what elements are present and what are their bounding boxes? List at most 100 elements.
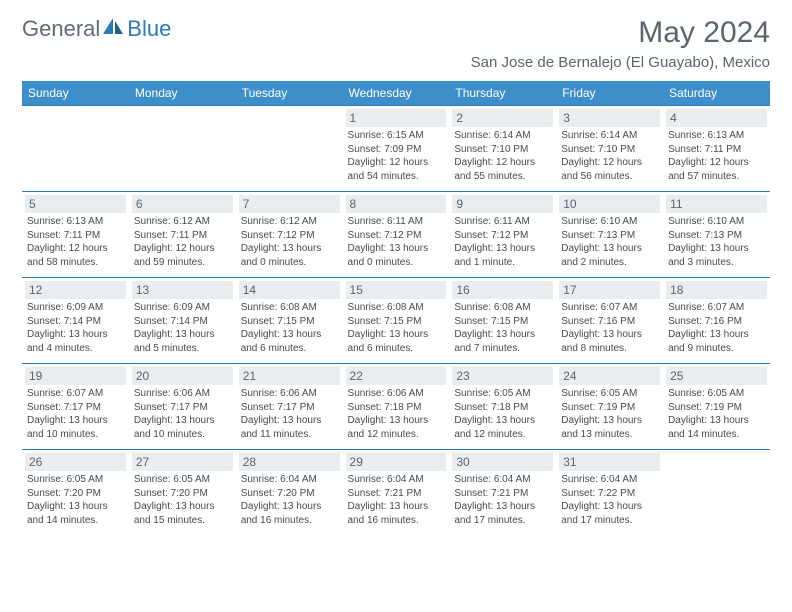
- day-details: Sunrise: 6:14 AMSunset: 7:10 PMDaylight:…: [452, 129, 553, 183]
- day-number: 26: [25, 453, 126, 471]
- calendar-day-cell: 16Sunrise: 6:08 AMSunset: 7:15 PMDayligh…: [449, 278, 556, 364]
- day-number: 13: [132, 281, 233, 299]
- day-number: 2: [452, 109, 553, 127]
- day-details: Sunrise: 6:15 AMSunset: 7:09 PMDaylight:…: [346, 129, 447, 183]
- day-number: 15: [346, 281, 447, 299]
- logo: General Blue: [22, 16, 171, 42]
- day-number: 8: [346, 195, 447, 213]
- page-subtitle: San Jose de Bernalejo (El Guayabo), Mexi…: [471, 54, 770, 71]
- day-details: Sunrise: 6:05 AMSunset: 7:18 PMDaylight:…: [452, 387, 553, 441]
- day-details: Sunrise: 6:08 AMSunset: 7:15 PMDaylight:…: [346, 301, 447, 355]
- calendar-day-cell: 4 Sunrise: 6:13 AMSunset: 7:11 PMDaylight…: [663, 106, 770, 192]
- calendar-week-row: 26 Sunrise: 6:05 AMSunset: 7:20 PMDayligh…: [22, 450, 770, 536]
- day-number: 10: [559, 195, 660, 213]
- day-number: 14: [239, 281, 340, 299]
- calendar-day-cell: 7 Sunrise: 6:12 AMSunset: 7:12 PMDaylight…: [236, 192, 343, 278]
- calendar-week-row: 1 Sunrise: 6:15 AMSunset: 7:09 PMDaylight…: [22, 106, 770, 192]
- day-number: 4: [666, 109, 767, 127]
- calendar-day-cell: 9Sunrise: 6:11 AMSunset: 7:12 PMDaylight…: [449, 192, 556, 278]
- day-details: Sunrise: 6:10 AMSunset: 7:13 PMDaylight:…: [666, 215, 767, 269]
- weekday-header: Monday: [129, 81, 236, 106]
- calendar-day-cell: [22, 106, 129, 192]
- day-number: 11: [666, 195, 767, 213]
- calendar-day-cell: 11 Sunrise: 6:10 AMSunset: 7:13 PMDayligh…: [663, 192, 770, 278]
- day-number: 31: [559, 453, 660, 471]
- day-details: Sunrise: 6:08 AMSunset: 7:15 PMDaylight:…: [239, 301, 340, 355]
- calendar-week-row: 5 Sunrise: 6:13 AMSunset: 7:11 PMDaylight…: [22, 192, 770, 278]
- calendar-day-cell: 2 Sunrise: 6:14 AMSunset: 7:10 PMDaylight…: [449, 106, 556, 192]
- day-details: Sunrise: 6:13 AMSunset: 7:11 PMDaylight:…: [666, 129, 767, 183]
- day-details: Sunrise: 6:05 AMSunset: 7:20 PMDaylight:…: [25, 473, 126, 527]
- weekday-header-row: Sunday Monday Tuesday Wednesday Thursday…: [22, 81, 770, 106]
- day-details: Sunrise: 6:10 AMSunset: 7:13 PMDaylight:…: [559, 215, 660, 269]
- day-number: 23: [452, 367, 553, 385]
- day-details: Sunrise: 6:06 AMSunset: 7:18 PMDaylight:…: [346, 387, 447, 441]
- day-number: 25: [666, 367, 767, 385]
- weekday-header: Saturday: [663, 81, 770, 106]
- calendar-day-cell: 22 Sunrise: 6:06 AMSunset: 7:18 PMDayligh…: [343, 364, 450, 450]
- day-details: Sunrise: 6:13 AMSunset: 7:11 PMDaylight:…: [25, 215, 126, 269]
- calendar-day-cell: 5 Sunrise: 6:13 AMSunset: 7:11 PMDaylight…: [22, 192, 129, 278]
- calendar-day-cell: 27 Sunrise: 6:05 AMSunset: 7:20 PMDayligh…: [129, 450, 236, 536]
- calendar-day-cell: [236, 106, 343, 192]
- calendar-day-cell: 10 Sunrise: 6:10 AMSunset: 7:13 PMDayligh…: [556, 192, 663, 278]
- weekday-header: Tuesday: [236, 81, 343, 106]
- calendar-table: Sunday Monday Tuesday Wednesday Thursday…: [22, 81, 770, 536]
- day-details: Sunrise: 6:04 AMSunset: 7:22 PMDaylight:…: [559, 473, 660, 527]
- calendar-day-cell: 14 Sunrise: 6:08 AMSunset: 7:15 PMDayligh…: [236, 278, 343, 364]
- calendar-day-cell: 6 Sunrise: 6:12 AMSunset: 7:11 PMDaylight…: [129, 192, 236, 278]
- logo-text-blue: Blue: [127, 16, 171, 42]
- calendar-day-cell: 26 Sunrise: 6:05 AMSunset: 7:20 PMDayligh…: [22, 450, 129, 536]
- day-details: Sunrise: 6:04 AMSunset: 7:20 PMDaylight:…: [239, 473, 340, 527]
- calendar-day-cell: 25Sunrise: 6:05 AMSunset: 7:19 PMDayligh…: [663, 364, 770, 450]
- day-details: Sunrise: 6:11 AMSunset: 7:12 PMDaylight:…: [346, 215, 447, 269]
- day-number: 21: [239, 367, 340, 385]
- calendar-body: 1 Sunrise: 6:15 AMSunset: 7:09 PMDaylight…: [22, 106, 770, 536]
- weekday-header: Thursday: [449, 81, 556, 106]
- day-number: 7: [239, 195, 340, 213]
- day-number: 1: [346, 109, 447, 127]
- calendar-day-cell: 17 Sunrise: 6:07 AMSunset: 7:16 PMDayligh…: [556, 278, 663, 364]
- calendar-day-cell: 28 Sunrise: 6:04 AMSunset: 7:20 PMDayligh…: [236, 450, 343, 536]
- calendar-day-cell: 8 Sunrise: 6:11 AMSunset: 7:12 PMDaylight…: [343, 192, 450, 278]
- weekday-header: Sunday: [22, 81, 129, 106]
- day-details: Sunrise: 6:11 AMSunset: 7:12 PMDaylight:…: [452, 215, 553, 269]
- logo-text-general: General: [22, 16, 100, 42]
- calendar-day-cell: 20 Sunrise: 6:06 AMSunset: 7:17 PMDayligh…: [129, 364, 236, 450]
- day-details: Sunrise: 6:05 AMSunset: 7:20 PMDaylight:…: [132, 473, 233, 527]
- day-number: 12: [25, 281, 126, 299]
- calendar-day-cell: 24Sunrise: 6:05 AMSunset: 7:19 PMDayligh…: [556, 364, 663, 450]
- day-number: 28: [239, 453, 340, 471]
- day-details: Sunrise: 6:07 AMSunset: 7:16 PMDaylight:…: [666, 301, 767, 355]
- calendar-day-cell: 19 Sunrise: 6:07 AMSunset: 7:17 PMDayligh…: [22, 364, 129, 450]
- day-number: 27: [132, 453, 233, 471]
- day-details: Sunrise: 6:12 AMSunset: 7:11 PMDaylight:…: [132, 215, 233, 269]
- day-details: Sunrise: 6:06 AMSunset: 7:17 PMDaylight:…: [132, 387, 233, 441]
- day-number: 19: [25, 367, 126, 385]
- calendar-week-row: 12 Sunrise: 6:09 AMSunset: 7:14 PMDayligh…: [22, 278, 770, 364]
- day-details: Sunrise: 6:07 AMSunset: 7:17 PMDaylight:…: [25, 387, 126, 441]
- calendar-week-row: 19 Sunrise: 6:07 AMSunset: 7:17 PMDayligh…: [22, 364, 770, 450]
- day-details: Sunrise: 6:12 AMSunset: 7:12 PMDaylight:…: [239, 215, 340, 269]
- calendar-day-cell: 1 Sunrise: 6:15 AMSunset: 7:09 PMDaylight…: [343, 106, 450, 192]
- day-number: 17: [559, 281, 660, 299]
- sail-icon: [103, 18, 125, 41]
- calendar-day-cell: 23 Sunrise: 6:05 AMSunset: 7:18 PMDayligh…: [449, 364, 556, 450]
- calendar-day-cell: 21Sunrise: 6:06 AMSunset: 7:17 PMDayligh…: [236, 364, 343, 450]
- day-details: Sunrise: 6:04 AMSunset: 7:21 PMDaylight:…: [452, 473, 553, 527]
- day-number: 20: [132, 367, 233, 385]
- day-details: Sunrise: 6:09 AMSunset: 7:14 PMDaylight:…: [25, 301, 126, 355]
- day-number: 22: [346, 367, 447, 385]
- calendar-day-cell: 15 Sunrise: 6:08 AMSunset: 7:15 PMDayligh…: [343, 278, 450, 364]
- day-details: Sunrise: 6:07 AMSunset: 7:16 PMDaylight:…: [559, 301, 660, 355]
- day-number: 29: [346, 453, 447, 471]
- day-number: 5: [25, 195, 126, 213]
- day-number: 24: [559, 367, 660, 385]
- day-details: Sunrise: 6:04 AMSunset: 7:21 PMDaylight:…: [346, 473, 447, 527]
- calendar-day-cell: 12 Sunrise: 6:09 AMSunset: 7:14 PMDayligh…: [22, 278, 129, 364]
- calendar-day-cell: [663, 450, 770, 536]
- day-number: 6: [132, 195, 233, 213]
- calendar-page: General Blue May 2024 San Jose de Bernal…: [0, 0, 792, 552]
- day-number: 3: [559, 109, 660, 127]
- page-title: May 2024: [471, 16, 770, 50]
